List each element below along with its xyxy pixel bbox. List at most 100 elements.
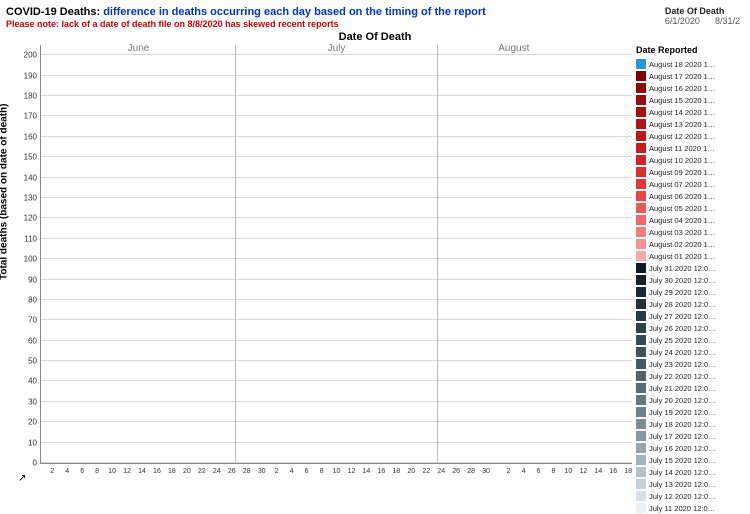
legend-item[interactable]: July 17 2020 12:0…: [636, 430, 744, 442]
legend-label: August 15 2020 1…: [649, 96, 715, 105]
legend-item[interactable]: July 18 2020 12:0…: [636, 418, 744, 430]
legend-label: July 22 2020 12:0…: [649, 372, 716, 381]
warning-note: Please note: lack of a date of death fil…: [6, 19, 744, 29]
x-tick: 22: [422, 468, 430, 475]
legend-item[interactable]: August 13 2020 1…: [636, 118, 744, 130]
legend-item[interactable]: July 26 2020 12:0…: [636, 322, 744, 334]
y-tick: 0: [13, 459, 37, 468]
y-tick: 90: [13, 275, 37, 284]
legend-item[interactable]: July 16 2020 12:0…: [636, 442, 744, 454]
legend-item[interactable]: July 21 2020 12:0…: [636, 382, 744, 394]
legend-item[interactable]: July 25 2020 12:0…: [636, 334, 744, 346]
legend-label: July 20 2020 12:0…: [649, 396, 716, 405]
x-tick: 14: [363, 468, 371, 475]
x-tick: 18: [392, 468, 400, 475]
legend-swatch: [636, 323, 646, 333]
legend-item[interactable]: July 13 2020 12:0…: [636, 478, 744, 490]
legend-swatch: [636, 371, 646, 381]
y-tick: 180: [13, 91, 37, 100]
legend-label: August 05 2020 1…: [649, 204, 715, 213]
x-tick: 2: [507, 468, 511, 475]
x-tick: 28: [467, 468, 475, 475]
legend-label: August 07 2020 1…: [649, 180, 715, 189]
legend-item[interactable]: August 03 2020 1…: [636, 226, 744, 238]
x-tick: 16: [153, 468, 161, 475]
legend-item[interactable]: July 23 2020 12:0…: [636, 358, 744, 370]
legend-item[interactable]: July 22 2020 12:0…: [636, 370, 744, 382]
chart-plot-area[interactable]: 0102030405060708090100110120130140150160…: [40, 45, 632, 464]
date-range-box: Date Of Death 6/1/2020 8/31/2: [665, 6, 740, 26]
legend-swatch: [636, 347, 646, 357]
legend-label: August 02 2020 1…: [649, 240, 715, 249]
legend-label: July 26 2020 12:0…: [649, 324, 716, 333]
legend-item[interactable]: August 07 2020 1…: [636, 178, 744, 190]
date-range-label: Date Of Death: [665, 6, 740, 16]
legend-label: August 06 2020 1…: [649, 192, 715, 201]
legend-item[interactable]: August 12 2020 1…: [636, 130, 744, 142]
y-axis-label: Total deaths (based on date of death): [0, 103, 10, 280]
x-tick: 20: [407, 468, 415, 475]
legend-swatch: [636, 167, 646, 177]
legend-label: July 30 2020 12:0…: [649, 276, 716, 285]
legend-item[interactable]: August 11 2020 1…: [636, 142, 744, 154]
legend-item[interactable]: August 18 2020 1…: [636, 58, 744, 70]
x-tick: 18: [624, 468, 632, 475]
legend-swatch: [636, 251, 646, 261]
legend-swatch: [636, 191, 646, 201]
legend-item[interactable]: July 27 2020 12:0…: [636, 310, 744, 322]
y-axis-arrow-icon: ↗: [18, 473, 26, 484]
legend-item[interactable]: July 30 2020 12:0…: [636, 274, 744, 286]
x-tick: 30: [258, 468, 266, 475]
x-tick: 8: [320, 468, 324, 475]
x-tick: 26: [452, 468, 460, 475]
legend-item[interactable]: July 28 2020 12:0…: [636, 298, 744, 310]
legend-item[interactable]: August 10 2020 1…: [636, 154, 744, 166]
legend-item[interactable]: July 12 2020 12:0…: [636, 490, 744, 502]
legend-item[interactable]: August 02 2020 1…: [636, 238, 744, 250]
legend-label: August 16 2020 1…: [649, 84, 715, 93]
legend-swatch: [636, 455, 646, 465]
legend-item[interactable]: July 29 2020 12:0…: [636, 286, 744, 298]
legend-item[interactable]: July 20 2020 12:0…: [636, 394, 744, 406]
y-tick: 110: [13, 234, 37, 243]
legend-item[interactable]: July 24 2020 12:0…: [636, 346, 744, 358]
x-tick: 6: [537, 468, 541, 475]
legend-item[interactable]: July 15 2020 12:0…: [636, 454, 744, 466]
legend-item[interactable]: August 15 2020 1…: [636, 94, 744, 106]
legend-item[interactable]: August 05 2020 1…: [636, 202, 744, 214]
x-tick: 12: [579, 468, 587, 475]
x-tick: 6: [305, 468, 309, 475]
legend-label: July 21 2020 12:0…: [649, 384, 716, 393]
y-tick: 170: [13, 112, 37, 121]
legend-label: July 16 2020 12:0…: [649, 444, 716, 453]
legend-item[interactable]: July 14 2020 12:0…: [636, 466, 744, 478]
legend-label: July 28 2020 12:0…: [649, 300, 716, 309]
legend-swatch: [636, 203, 646, 213]
x-tick: 16: [609, 468, 617, 475]
legend-item[interactable]: August 17 2020 1…: [636, 70, 744, 82]
legend-item[interactable]: August 04 2020 1…: [636, 214, 744, 226]
legend-item[interactable]: August 16 2020 1…: [636, 82, 744, 94]
legend-item[interactable]: August 09 2020 1…: [636, 166, 744, 178]
y-tick: 140: [13, 173, 37, 182]
legend-swatch: [636, 335, 646, 345]
legend-swatch: [636, 131, 646, 141]
legend-item[interactable]: July 19 2020 12:0…: [636, 406, 744, 418]
legend-item[interactable]: July 31 2020 12:0…: [636, 262, 744, 274]
legend-label: July 14 2020 12:0…: [649, 468, 716, 477]
legend-label: August 12 2020 1…: [649, 132, 715, 141]
legend-swatch: [636, 155, 646, 165]
x-tick: 12: [123, 468, 131, 475]
y-tick: 120: [13, 214, 37, 223]
legend-item[interactable]: August 01 2020 1…: [636, 250, 744, 262]
legend-item[interactable]: July 11 2020 12:0…: [636, 502, 744, 514]
x-tick: 14: [138, 468, 146, 475]
legend-swatch: [636, 383, 646, 393]
legend-item[interactable]: August 14 2020 1…: [636, 106, 744, 118]
x-tick: 4: [65, 468, 69, 475]
date-range-to: 8/31/2: [715, 16, 740, 26]
legend-swatch: [636, 431, 646, 441]
legend-swatch: [636, 119, 646, 129]
y-tick: 20: [13, 418, 37, 427]
legend-item[interactable]: August 06 2020 1…: [636, 190, 744, 202]
